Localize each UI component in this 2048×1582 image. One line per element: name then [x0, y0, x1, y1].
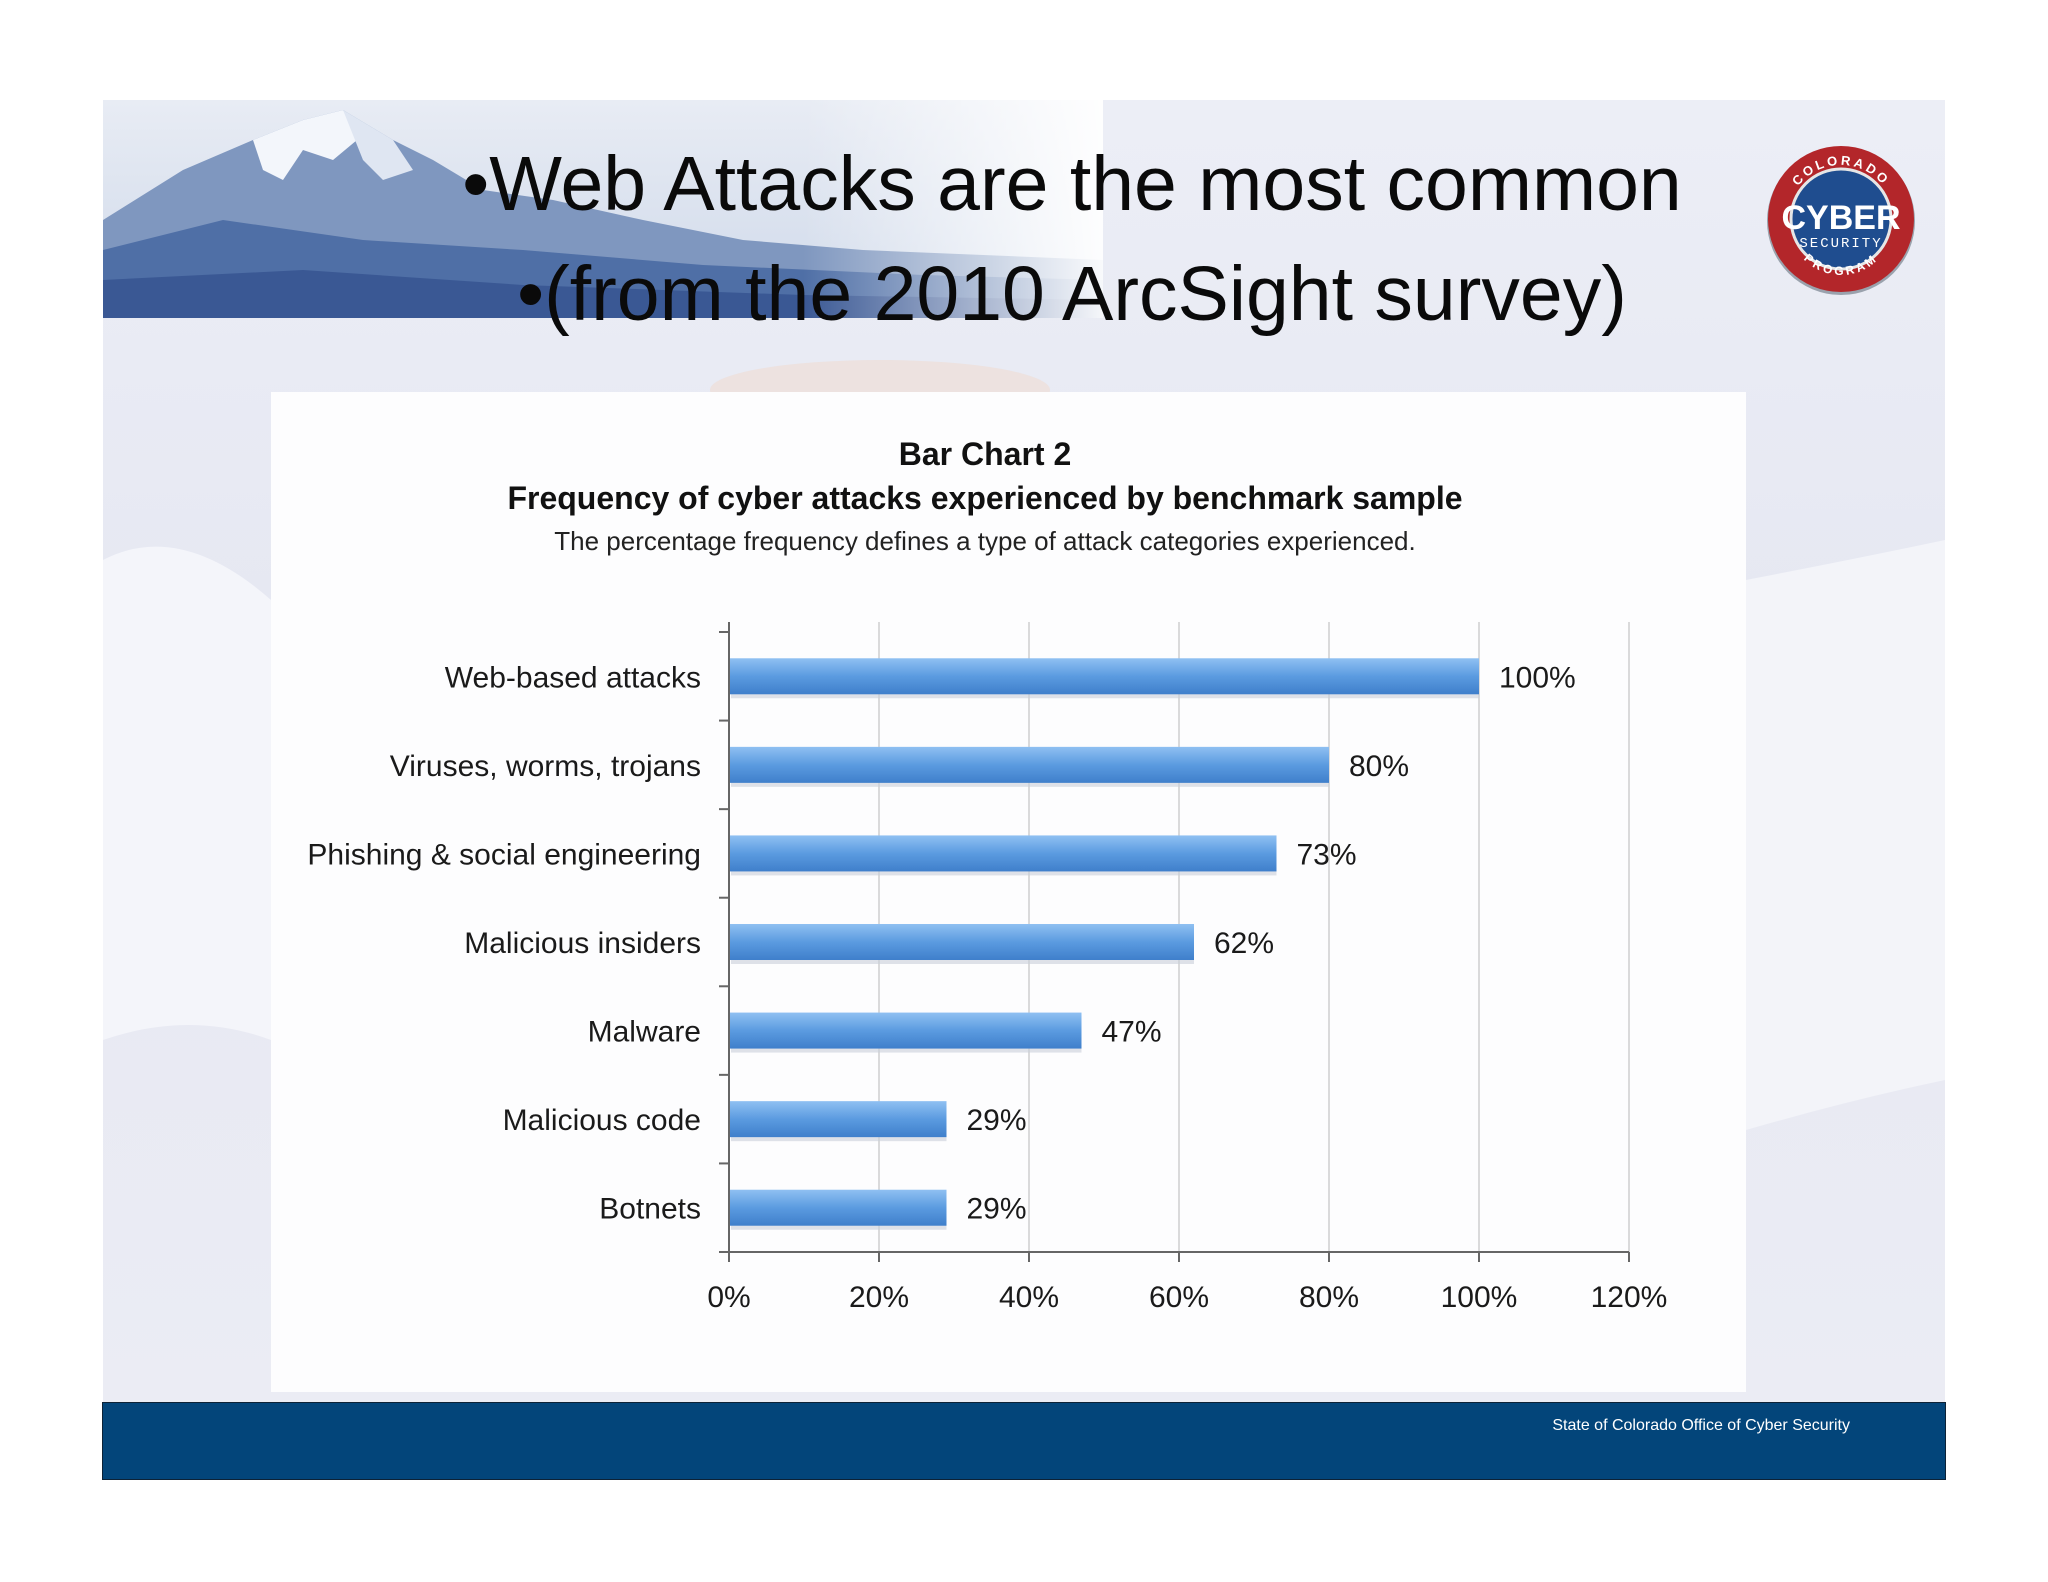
data-label: 47% [1102, 1016, 1162, 1049]
logo-main-text: CYBER [1781, 199, 1900, 237]
data-label: 73% [1297, 838, 1357, 871]
category-label: Malware [588, 1016, 701, 1049]
bar [730, 1189, 947, 1226]
data-label: 62% [1214, 927, 1274, 960]
bar [730, 658, 1479, 695]
category-label: Botnets [599, 1193, 701, 1226]
x-tick-label: 80% [1299, 1281, 1359, 1314]
x-tick-label: 0% [707, 1281, 750, 1314]
footer-text: State of Colorado Office of Cyber Securi… [1552, 1417, 1850, 1434]
x-tick-label: 60% [1149, 1281, 1209, 1314]
footer-bar: State of Colorado Office of Cyber Securi… [102, 1402, 1946, 1480]
data-label: 29% [967, 1104, 1027, 1137]
bar [730, 746, 1329, 783]
chart-caption: The percentage frequency defines a type … [554, 526, 1415, 556]
data-label: 100% [1499, 661, 1576, 694]
bar [730, 1101, 947, 1138]
cyber-security-logo: COLORADO PROGRAM CYBER SECURITY [1767, 146, 1915, 295]
logo-sub-text: SECURITY [1799, 236, 1882, 252]
data-label: 80% [1349, 750, 1409, 783]
mountain-banner [103, 100, 1103, 318]
x-tick-label: 40% [999, 1281, 1059, 1314]
category-label: Malicious insiders [464, 927, 701, 960]
category-label: Web-based attacks [445, 661, 701, 694]
chart-subtitle: Frequency of cyber attacks experienced b… [507, 480, 1462, 516]
data-label: 29% [967, 1193, 1027, 1226]
chart-card: Bar Chart 2 Frequency of cyber attacks e… [271, 392, 1746, 1392]
bar-chart: Bar Chart 2 Frequency of cyber attacks e… [307, 436, 1668, 1314]
category-label: Viruses, worms, trojans [390, 750, 701, 783]
x-tick-label: 120% [1591, 1281, 1668, 1314]
category-label: Phishing & social engineering [307, 838, 701, 871]
category-label: Malicious code [503, 1104, 701, 1137]
x-tick-label: 20% [849, 1281, 909, 1314]
bar [730, 835, 1277, 872]
slide-title-line-2: •(from the 2010 ArcSight survey) [517, 251, 1627, 337]
chart-title: Bar Chart 2 [899, 436, 1072, 472]
bar [730, 924, 1194, 960]
x-tick-label: 100% [1441, 1281, 1518, 1314]
bar [730, 1012, 1082, 1049]
slide-title-line-1: •Web Attacks are the most common [462, 141, 1682, 227]
